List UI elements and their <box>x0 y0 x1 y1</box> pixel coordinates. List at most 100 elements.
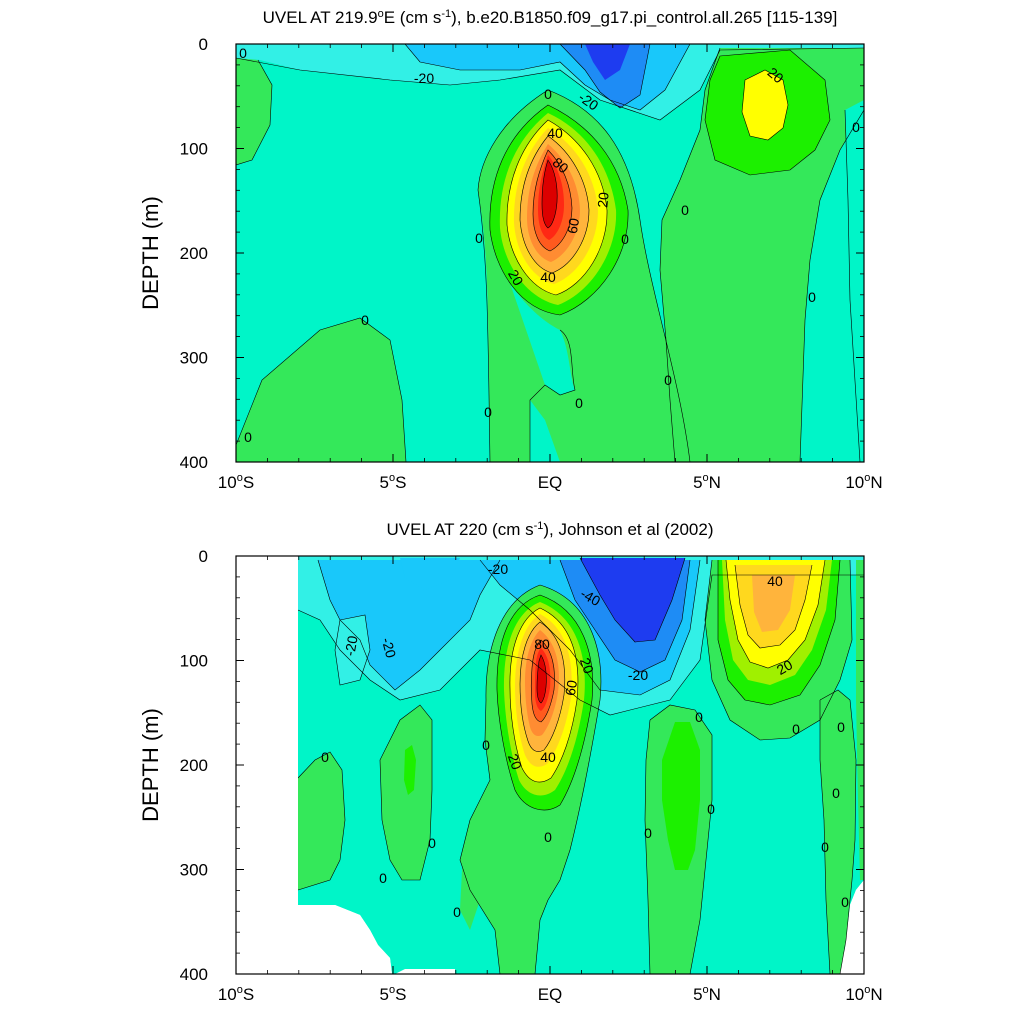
x-tick-label: 5oS <box>380 984 407 1004</box>
fill-pos-left-bottom <box>236 318 406 462</box>
panel-observed: UVEL AT 220 (cm s-1), Johnson et al (200… <box>138 520 883 1004</box>
x-tick-label: 10oS <box>218 984 254 1004</box>
clabel: 0 <box>379 870 387 886</box>
clabel: -20 <box>488 561 508 577</box>
clabel: 0 <box>837 719 845 735</box>
x-tick-label: 5oN <box>693 472 721 492</box>
y-tick-label: 200 <box>180 756 208 775</box>
contour-lines-model <box>236 44 864 462</box>
ylabel-model: DEPTH (m) <box>138 196 163 310</box>
y-tick-label: 100 <box>180 652 208 671</box>
ylabel-observed: DEPTH (m) <box>138 708 163 822</box>
y-tick-label: 400 <box>180 965 208 984</box>
fill-neg60 <box>585 44 630 80</box>
x-tick-label: 5oN <box>693 984 721 1004</box>
x-tick-label: EQ <box>538 473 563 492</box>
fill-neg-strip <box>335 615 370 685</box>
y-tick-label: 400 <box>180 453 208 472</box>
fill-green-left-3 <box>404 745 416 795</box>
clabel: 0 <box>575 395 583 411</box>
y-tick-label: 0 <box>199 547 208 566</box>
contour-fill-observed <box>236 556 864 974</box>
clabel: 0 <box>244 429 252 445</box>
fill-green-mid <box>460 800 490 930</box>
panel-model: UVEL AT 219.9oE (cm s-1), b.e20.B1850.f0… <box>138 8 883 492</box>
fill-green-left-2 <box>380 705 432 880</box>
clabel: 0 <box>482 737 490 753</box>
clabel: -20 <box>414 70 434 86</box>
fill-necc-60 <box>752 575 795 632</box>
contour-lines-observed <box>297 557 864 974</box>
clabel: 0 <box>621 231 629 247</box>
clabel: 20 <box>577 656 597 676</box>
clabel: -20 <box>628 667 648 683</box>
contour-fill-model <box>236 44 864 462</box>
fill-green-bottom-sliver <box>520 940 534 974</box>
clabel: 80 <box>534 636 550 652</box>
clabel: -20 <box>379 636 400 660</box>
fill-green-right <box>820 690 856 974</box>
clabel: 40 <box>767 573 783 589</box>
fill-right-edge <box>845 100 864 462</box>
clabel: 0 <box>544 829 552 845</box>
y-tick-label: 200 <box>180 244 208 263</box>
y-tick-label: 300 <box>180 349 208 368</box>
clabel: 0 <box>321 749 329 765</box>
fill-neg-top-small <box>400 558 460 590</box>
title-observed: UVEL AT 220 (cm s-1), Johnson et al (200… <box>387 520 714 539</box>
missing-data-mask-right <box>845 880 864 974</box>
fill-green-left <box>298 752 345 890</box>
y-tick-label: 300 <box>180 861 208 880</box>
clabel: 40 <box>540 749 556 765</box>
title-model: UVEL AT 219.9oE (cm s-1), b.e20.B1850.f0… <box>263 8 838 27</box>
fill-euc-100 <box>542 160 558 228</box>
clabel: 0 <box>239 45 247 61</box>
y-tick-label: 0 <box>199 35 208 54</box>
clabel: 0 <box>361 312 369 328</box>
missing-data-mask <box>236 556 392 974</box>
clabel: -20 <box>341 634 360 657</box>
clabel: 20 <box>505 267 527 289</box>
clabel: 0 <box>695 709 703 725</box>
fill-green-center-right-in <box>662 722 700 870</box>
clabel: 60 <box>564 217 582 235</box>
fill-euc-bottom <box>478 190 545 462</box>
clabel: 20 <box>774 656 796 678</box>
clabel: 0 <box>821 839 829 855</box>
fill-neg60 <box>580 558 685 642</box>
clabel: 0 <box>453 904 461 920</box>
clabel: 0 <box>484 404 492 420</box>
missing-data-mask-bottom <box>405 969 455 974</box>
clabel: 0 <box>832 785 840 801</box>
x-tick-label: 5oS <box>380 472 407 492</box>
clabel: 40 <box>540 269 556 285</box>
x-tick-label: 10oN <box>845 984 882 1004</box>
fill-necc-40 <box>742 70 788 140</box>
clabel: 0 <box>808 289 816 305</box>
fill-euc-100 <box>537 655 547 703</box>
fill-green-far-right <box>856 560 864 880</box>
clabel: 0 <box>475 230 483 246</box>
y-tick-label: 100 <box>180 140 208 159</box>
clabel: 20 <box>594 191 611 208</box>
clabel: 0 <box>792 721 800 737</box>
clabel: 0 <box>852 119 860 135</box>
clabel: 0 <box>428 835 436 851</box>
clabel: 0 <box>707 801 715 817</box>
clabel: 0 <box>664 372 672 388</box>
clabel: 20 <box>505 752 525 772</box>
clabel: 0 <box>544 86 552 102</box>
clabel: 60 <box>562 679 580 697</box>
x-tick-label: 10oN <box>845 472 882 492</box>
x-tick-label: 10oS <box>218 472 254 492</box>
fill-neg20-left <box>318 560 500 690</box>
clabel: 40 <box>547 125 563 141</box>
x-tick-label: EQ <box>538 985 563 1004</box>
clabel: 0 <box>681 202 689 218</box>
clabel: 0 <box>644 825 652 841</box>
clabel: 0 <box>841 894 849 910</box>
fill-neg20-surface <box>236 44 864 120</box>
